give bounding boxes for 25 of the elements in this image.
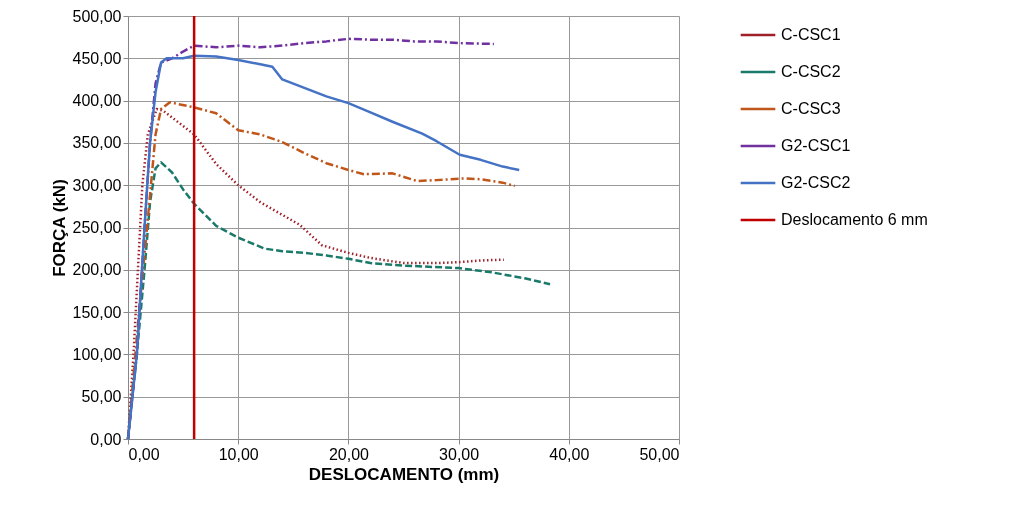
y-tick-label: 150,00 [72, 303, 122, 321]
y-tick-label: 0,00 [90, 430, 122, 448]
legend-label: C-CSC3 [781, 100, 841, 117]
legend-label: G2-CSC2 [781, 174, 851, 191]
y-tick-label: 350,00 [72, 134, 122, 152]
legend-label: C-CSC2 [781, 63, 841, 80]
x-tick-label: 30,00 [439, 445, 480, 463]
x-tick-label: 50,00 [639, 445, 680, 463]
y-tick-label: 450,00 [72, 49, 122, 67]
y-tick-label: 500,00 [72, 7, 122, 25]
y-tick-label: 100,00 [72, 345, 122, 363]
x-tick-label: 0,00 [128, 445, 160, 463]
y-axis-title: FORÇA (kN) [49, 179, 69, 277]
y-tick-label: 250,00 [72, 219, 122, 236]
legend-label: Deslocamento 6 mm [781, 211, 928, 228]
legend-label: C-CSC1 [781, 26, 841, 43]
y-tick-label: 50,00 [81, 388, 122, 406]
y-tick-label: 300,00 [72, 176, 122, 194]
x-tick-label: 10,00 [218, 445, 259, 463]
y-tick-label: 200,00 [72, 261, 122, 279]
x-tick-label: 40,00 [549, 445, 590, 463]
x-axis-title: DESLOCAMENTO (mm) [308, 464, 500, 484]
legend-label: G2-CSC1 [781, 137, 851, 154]
x-tick-label: 20,00 [328, 445, 370, 463]
y-tick-label: 400,00 [72, 92, 122, 110]
